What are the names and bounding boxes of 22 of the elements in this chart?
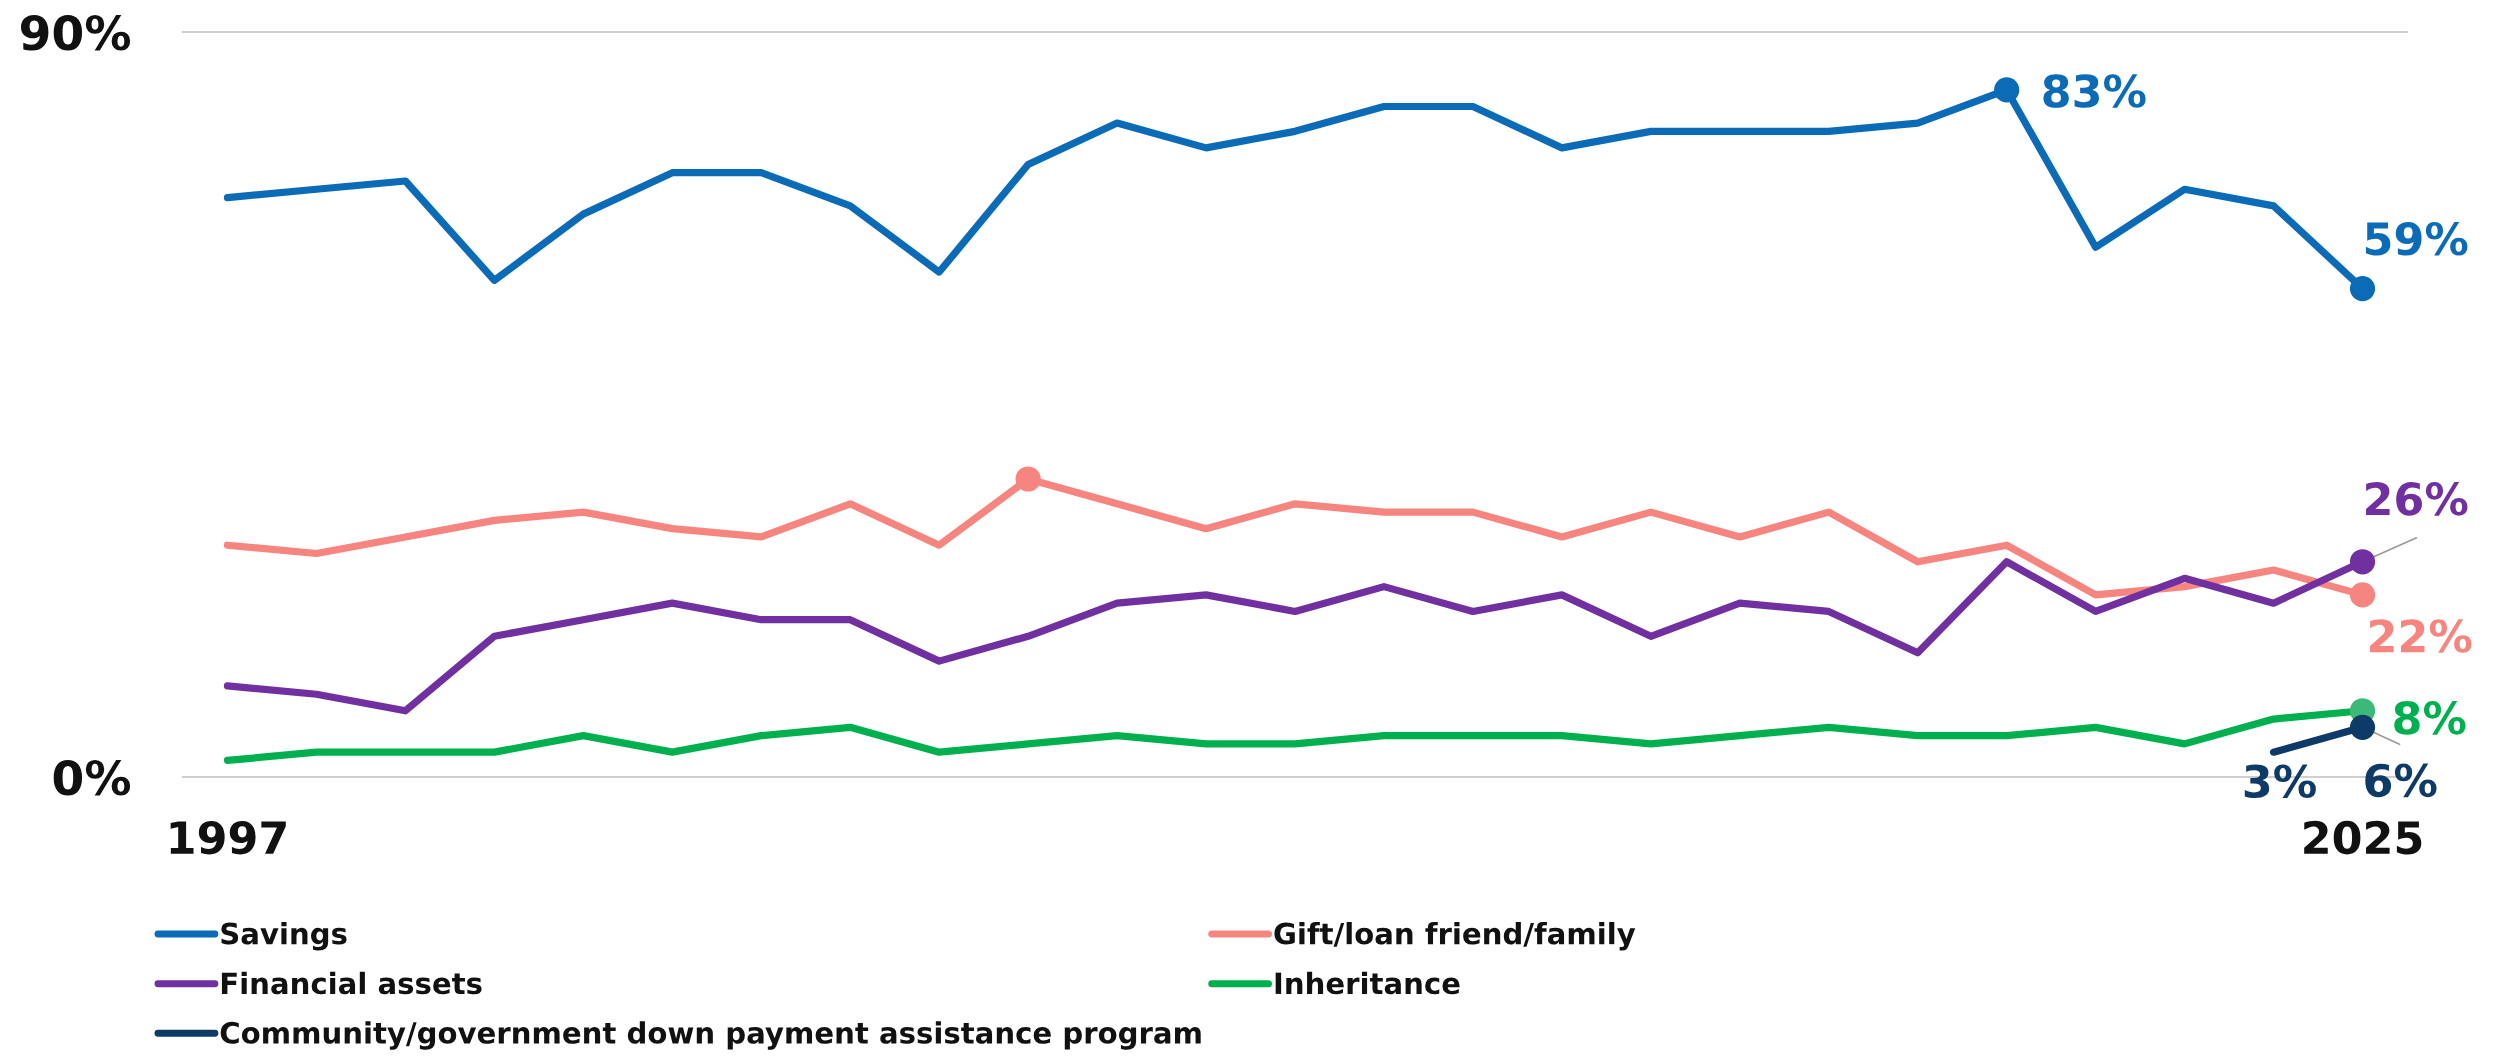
point bbox=[2349, 714, 2376, 740]
point bbox=[2349, 549, 2376, 575]
legend-label: Gift/loan friend/family bbox=[1274, 922, 1636, 951]
legend-label: Inheritance bbox=[1275, 971, 1460, 995]
legend-label: Savings bbox=[221, 922, 347, 951]
data-label: 8% bbox=[2394, 701, 2466, 735]
data-label: 22% bbox=[2370, 619, 2472, 653]
point bbox=[2349, 276, 2376, 302]
data-label: 3% bbox=[2244, 764, 2316, 799]
x-tick-label: 2025 bbox=[2304, 820, 2422, 855]
legend-label: Financial assets bbox=[221, 971, 482, 995]
y-tick-label: 0% bbox=[53, 759, 131, 796]
y-tick-label: 90% bbox=[21, 14, 131, 51]
data-label: 6% bbox=[2365, 763, 2437, 798]
data-label: 59% bbox=[2365, 221, 2468, 256]
point bbox=[1015, 466, 1041, 492]
data-label: 83% bbox=[2043, 74, 2146, 108]
point bbox=[2349, 582, 2376, 608]
point bbox=[1994, 77, 2020, 103]
data-label: 26% bbox=[2366, 482, 2468, 516]
x-tick-label: 1997 bbox=[170, 820, 286, 855]
legend-label: Community/government down payment assistance program bbox=[220, 1021, 1201, 1050]
